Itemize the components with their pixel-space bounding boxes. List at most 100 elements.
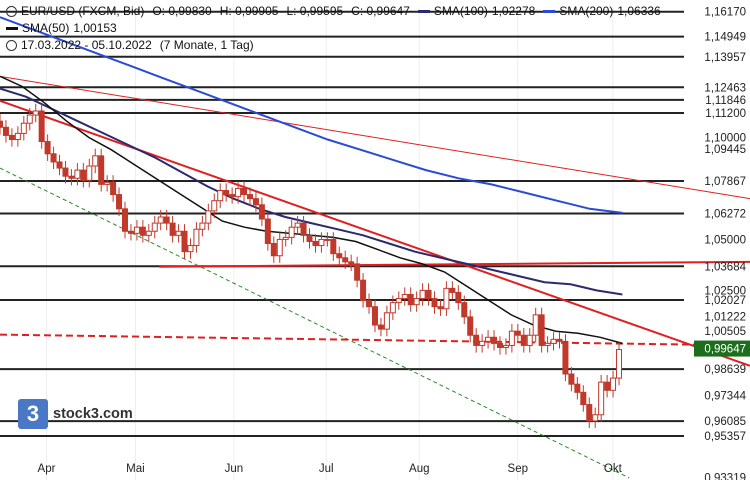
y-tick-label: 1,02500 <box>704 285 746 297</box>
candle-body <box>389 302 396 314</box>
trendline-channel-lower-green <box>0 167 630 479</box>
candle-body <box>514 330 521 336</box>
candle-body <box>580 391 587 406</box>
y-tick-label: 1,13957 <box>704 52 746 64</box>
candle-body <box>32 110 39 116</box>
candle-body <box>318 238 325 247</box>
candle-body <box>14 132 21 141</box>
candle-body <box>121 208 128 232</box>
candle-body <box>211 200 218 212</box>
candle-body <box>86 165 93 181</box>
candle-body <box>157 216 164 224</box>
candle-body <box>455 291 462 304</box>
candle-body <box>223 189 230 196</box>
y-tick-label: 0,93319 <box>704 473 746 480</box>
candle-body <box>217 189 224 202</box>
candle-body <box>145 230 152 236</box>
sma100-value: 1,02278 <box>491 4 536 18</box>
candle-body <box>496 342 503 348</box>
candle-body <box>306 234 313 242</box>
candle-body <box>2 126 9 136</box>
candle-body <box>104 181 111 185</box>
candle-body <box>342 257 349 263</box>
y-tick-label: 1,00505 <box>704 326 746 338</box>
indicator-lines <box>0 16 750 479</box>
candle-body <box>395 298 402 304</box>
open-value: O: 0,99830 <box>152 4 212 18</box>
y-tick-label: 1,03684 <box>704 261 746 273</box>
candle-body <box>401 293 408 300</box>
x-tick-label: Mai <box>126 463 145 475</box>
candle-body <box>169 222 176 236</box>
close-value: C: 0,99647 <box>351 4 410 18</box>
stock3-logo-text: stock3.com <box>53 406 133 422</box>
candle-body <box>330 238 337 255</box>
candle-body <box>270 243 277 257</box>
candle-body <box>205 210 212 224</box>
candle-body <box>127 230 134 234</box>
candle-body <box>324 238 331 241</box>
candle-body <box>592 414 599 422</box>
trendline-support-rising <box>159 260 750 268</box>
candle-body <box>443 287 450 310</box>
candle-body <box>246 194 253 200</box>
candle-body <box>20 122 27 134</box>
sma50-label: SMA(50) <box>22 21 70 35</box>
candle-body <box>294 222 301 228</box>
stock3-logo-icon: 3 <box>18 399 48 429</box>
candle-body <box>163 216 170 224</box>
candle-body <box>437 306 444 310</box>
sma100-line <box>0 87 623 296</box>
candle-body <box>288 226 295 238</box>
candle-body <box>407 293 414 306</box>
y-tick-label: 1,06272 <box>704 208 746 220</box>
x-axis: Apr Mai Jun Jul Aug Sep Okt <box>38 463 623 475</box>
candle-body <box>151 222 158 232</box>
candle-body <box>26 114 33 124</box>
candle-body <box>252 198 259 206</box>
header-line-2: SMA(50) 1,00153 <box>6 21 125 35</box>
y-tick-label: 1,09445 <box>704 144 746 156</box>
candle-body <box>235 187 242 198</box>
x-tick-label: Okt <box>604 463 623 475</box>
candle-body <box>568 373 575 385</box>
candle-body <box>133 226 140 234</box>
current-price-badge <box>694 340 750 357</box>
candle-body <box>520 334 527 346</box>
candle-body <box>598 381 605 416</box>
y-tick-label: 0,97344 <box>704 391 746 403</box>
candle-body <box>354 263 361 281</box>
candle-body <box>479 340 486 346</box>
candle-body <box>282 236 289 240</box>
y-tick-label: 0,95357 <box>704 431 746 443</box>
candle-body <box>604 381 611 391</box>
y-tick-label: 1,14949 <box>704 32 746 44</box>
candle-body <box>264 218 271 245</box>
candle-body <box>139 226 146 236</box>
sma200-label: SMA(200) <box>559 4 614 18</box>
candle-body <box>383 312 390 330</box>
y-tick-label: 0,99647 <box>704 344 746 356</box>
candle-body <box>62 167 69 177</box>
candle-body <box>377 324 384 330</box>
sma200-line <box>0 16 623 214</box>
candle-body <box>371 306 378 326</box>
candle-body <box>413 298 420 306</box>
candle-body <box>449 287 456 293</box>
candle-body <box>419 289 426 300</box>
candle-body <box>98 155 105 185</box>
candle-body <box>556 338 563 342</box>
candle-body <box>562 340 569 375</box>
candle-body <box>68 175 75 179</box>
y-tick-label: 1,11200 <box>705 108 746 120</box>
candle-body <box>44 141 51 155</box>
y-tick-label: 0,98639 <box>704 364 746 376</box>
candle-body <box>550 338 557 344</box>
candle-body <box>92 155 99 167</box>
sma50-swatch-icon <box>6 27 18 31</box>
trendline-downtrend-steep <box>0 99 750 367</box>
instrument-label: EUR/USD (FXCM, Bid) <box>21 4 145 18</box>
candle-body <box>574 383 581 393</box>
candle-body <box>526 334 533 346</box>
candle-body <box>610 377 617 391</box>
